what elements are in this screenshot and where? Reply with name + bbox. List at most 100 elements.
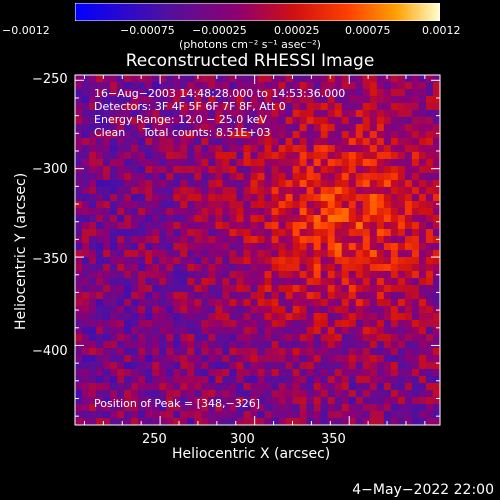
heatmap-cell [362,194,371,202]
heatmap-cell [243,124,251,132]
heatmap-cell [285,411,293,419]
heatmap-cell [285,327,293,335]
heatmap-cell [278,362,286,370]
heatmap-cell [341,187,350,195]
heatmap-cell [75,103,83,111]
heatmap-cell [110,124,118,132]
heatmap-cell [292,96,300,104]
heatmap-cell [369,362,378,370]
heatmap-cell [383,159,392,167]
heatmap-cell [243,292,251,300]
heatmap-cell [110,306,118,314]
heatmap-cell [348,187,357,195]
heatmap-cell [110,131,118,139]
heatmap-cell [110,313,118,321]
heatmap-cell [369,124,378,132]
heatmap-cell [215,201,223,209]
heatmap-cell [376,96,385,104]
heatmap-cell [257,229,265,237]
heatmap-cell [89,180,97,188]
heatmap-cell [75,243,83,251]
colorbar-units: (photons cm⁻² s⁻¹ asec⁻²) [179,38,321,51]
heatmap-cell [278,173,286,181]
heatmap-cell [208,418,216,426]
heatmap-cell [243,362,251,370]
heatmap-cell [152,138,160,146]
heatmap-cell [397,334,406,342]
heatmap-cell [82,194,90,202]
heatmap-cell [320,348,328,356]
heatmap-cell [362,285,371,293]
heatmap-cell [292,397,300,405]
heatmap-cell [208,131,216,139]
heatmap-cell [180,341,188,349]
heatmap-cell [257,89,265,97]
heatmap-cell [236,334,244,342]
heatmap-cell [110,299,118,307]
chart-title: Reconstructed RHESSI Image [125,51,375,71]
heatmap-cell [117,180,125,188]
heatmap-cell [89,131,97,139]
heatmap-cell [138,180,146,188]
heatmap-cell [411,75,420,83]
heatmap-cell [145,327,153,335]
heatmap-cell [334,208,343,216]
heatmap-cell [313,327,321,335]
heatmap-cell [418,285,427,293]
heatmap-cell [103,215,111,223]
heatmap-cell [187,138,195,146]
heatmap-cell [383,180,392,188]
heatmap-cell [348,285,357,293]
heatmap-cell [89,152,97,160]
heatmap-cell [257,376,265,384]
heatmap-cell [173,96,181,104]
heatmap-cell [278,250,286,258]
annotation-time: 16−Aug−2003 14:48:28.000 to 14:53:36.000 [94,87,346,100]
heatmap-cell [243,89,251,97]
heatmap-cell [306,89,314,97]
heatmap-cell [201,173,209,181]
heatmap-cell [138,397,146,405]
heatmap-cell [327,180,336,188]
heatmap-cell [257,145,265,153]
heatmap-cell [425,306,434,314]
heatmap-cell [320,292,328,300]
heatmap-cell [257,131,265,139]
heatmap-cell [299,397,307,405]
heatmap-cell [215,208,223,216]
heatmap-cell [138,208,146,216]
heatmap-cell [96,194,104,202]
heatmap-cell [257,306,265,314]
heatmap-cell [82,117,90,125]
heatmap-cell [75,208,83,216]
heatmap-cell [243,187,251,195]
heatmap-cell [236,271,244,279]
heatmap-cell [376,117,385,125]
heatmap-cell [313,369,321,377]
heatmap-cell [159,397,167,405]
heatmap-cell [369,313,378,321]
heatmap-cell [89,208,97,216]
heatmap-cell [355,187,364,195]
heatmap-cell [341,250,350,258]
heatmap-cell [432,173,441,181]
heatmap-cell [320,229,328,237]
heatmap-cell [152,271,160,279]
heatmap-cell [348,278,357,286]
heatmap-cell [103,229,111,237]
heatmap-cell [320,131,328,139]
heatmap-cell [159,418,167,426]
heatmap-cell [278,383,286,391]
heatmap-cell [348,299,357,307]
heatmap-cell [110,397,118,405]
heatmap-cell [348,383,357,391]
heatmap-cell [299,341,307,349]
heatmap-cell [327,166,336,174]
heatmap-cell [320,250,328,258]
heatmap-cell [159,236,167,244]
heatmap-cell [390,327,399,335]
heatmap-cell [299,152,307,160]
heatmap-cell [229,215,237,223]
heatmap-cell [397,250,406,258]
heatmap-cell [215,187,223,195]
